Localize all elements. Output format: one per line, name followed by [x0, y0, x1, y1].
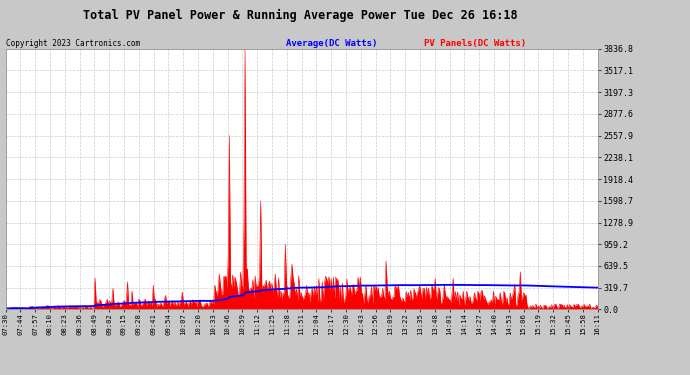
Text: PV Panels(DC Watts): PV Panels(DC Watts): [424, 39, 526, 48]
Text: Copyright 2023 Cartronics.com: Copyright 2023 Cartronics.com: [6, 39, 139, 48]
Text: Total PV Panel Power & Running Average Power Tue Dec 26 16:18: Total PV Panel Power & Running Average P…: [83, 9, 518, 22]
Text: Average(DC Watts): Average(DC Watts): [286, 39, 377, 48]
